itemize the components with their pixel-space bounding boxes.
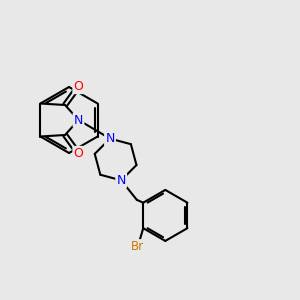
Text: N: N [116, 174, 126, 187]
Text: O: O [74, 80, 83, 93]
Text: N: N [105, 132, 115, 145]
Text: O: O [74, 147, 83, 160]
Text: Br: Br [131, 240, 144, 253]
Text: N: N [74, 113, 83, 127]
